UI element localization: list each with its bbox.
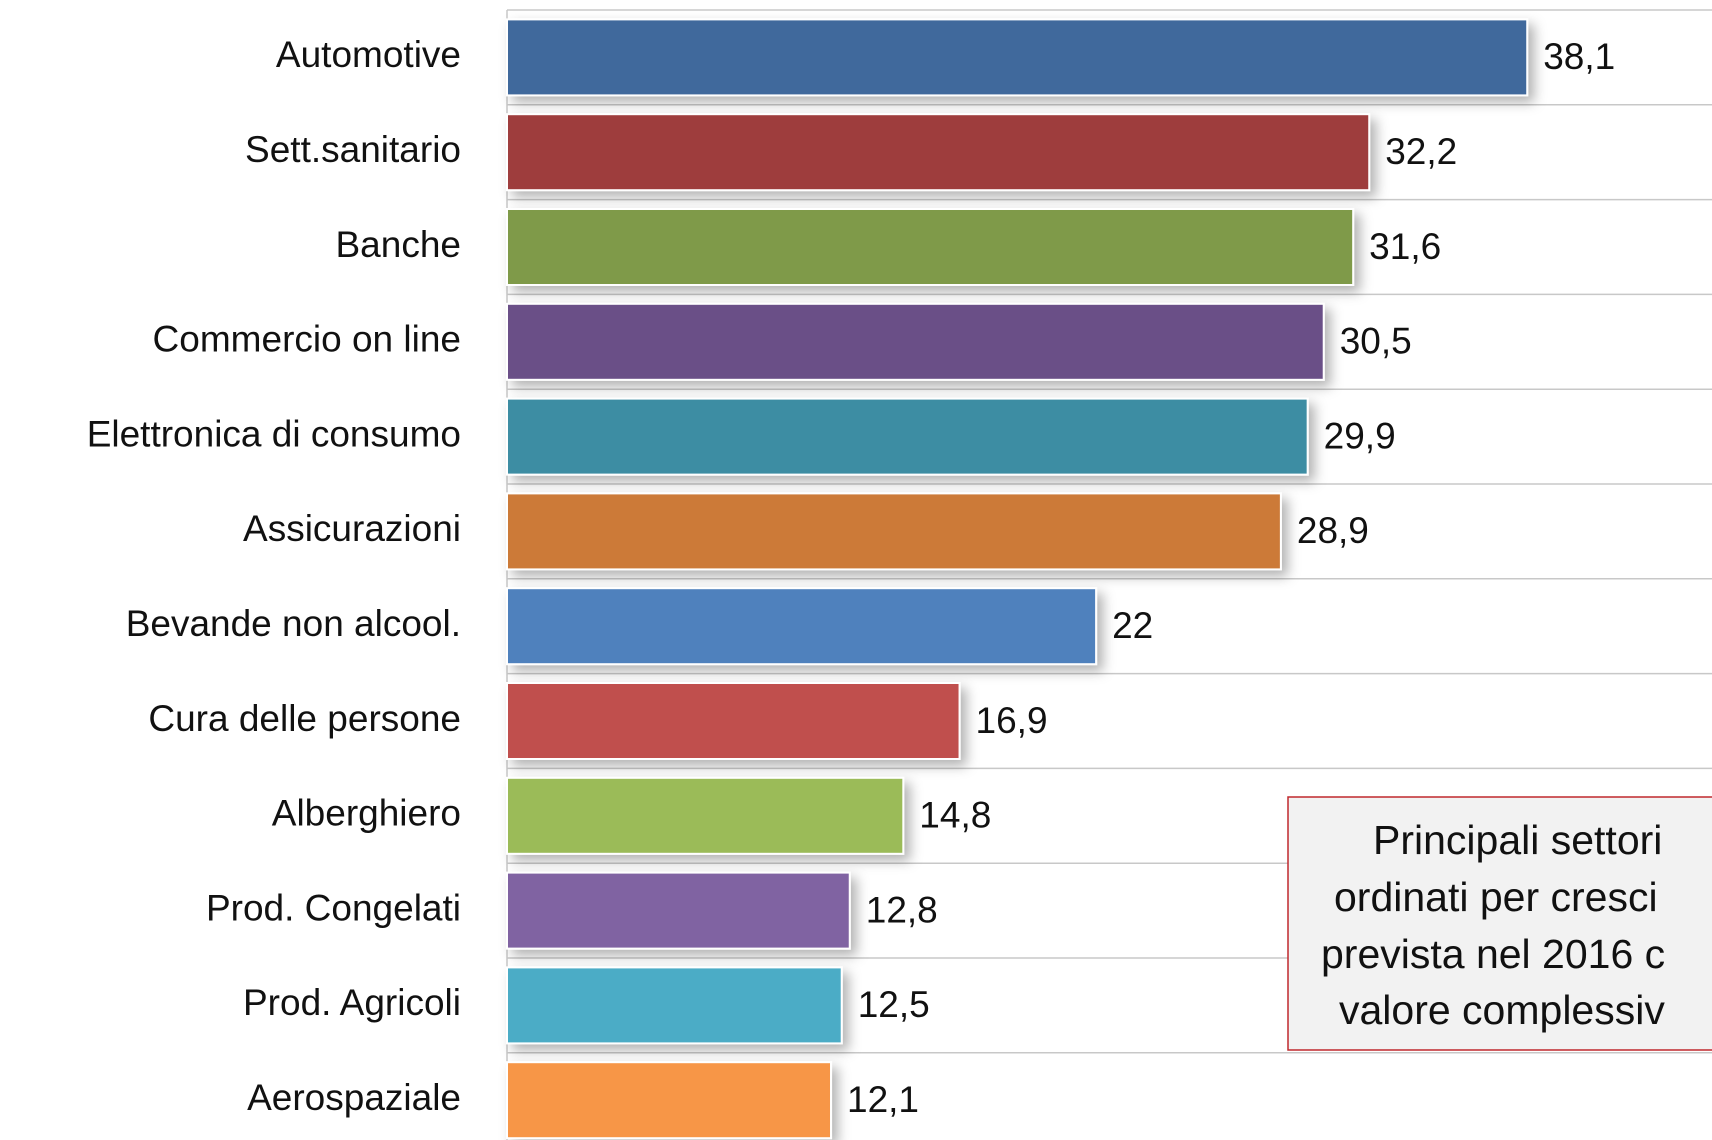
bar (506, 682, 961, 760)
category-label: Elettronica di consumo (87, 413, 461, 454)
category-label: Banche (336, 224, 462, 265)
category-label: Sett.sanitario (245, 129, 461, 170)
value-label: 29,9 (1324, 415, 1396, 456)
value-label: 31,6 (1369, 226, 1441, 267)
bar (506, 397, 1309, 476)
value-label: 12,8 (866, 889, 938, 930)
bar (506, 1061, 833, 1140)
annotation-text: prevista nel 2016 c (1321, 931, 1665, 977)
value-label: 38,1 (1543, 36, 1615, 77)
value-label: 12,5 (858, 984, 930, 1025)
category-label: Assicurazioni (243, 508, 461, 549)
bar (506, 492, 1282, 571)
category-label: Prod. Congelati (206, 887, 461, 928)
bar (506, 966, 843, 1045)
category-label: Automotive (276, 34, 461, 75)
annotation-text: ordinati per cresci (1334, 874, 1658, 920)
category-label: Commercio on line (153, 319, 461, 360)
bar (506, 208, 1355, 286)
bar (506, 587, 1098, 666)
value-label: 16,9 (976, 700, 1048, 741)
bar (506, 776, 905, 855)
category-label: Aerospaziale (247, 1077, 461, 1118)
bar (506, 113, 1371, 192)
category-label: Bevande non alcool. (126, 603, 461, 644)
annotation-text: valore complessiv (1339, 987, 1665, 1033)
bar (506, 302, 1325, 381)
value-label: 22 (1112, 605, 1153, 646)
value-label: 28,9 (1297, 510, 1369, 551)
value-label: 14,8 (919, 795, 991, 836)
value-label: 32,2 (1385, 131, 1457, 172)
bar (506, 871, 851, 950)
value-label: 12,1 (847, 1079, 919, 1120)
annotation-text: Principali settori (1373, 817, 1662, 863)
value-label: 30,5 (1340, 321, 1412, 362)
category-label: Cura delle persone (148, 698, 461, 739)
annotation-box (1287, 796, 1712, 1051)
category-label: Prod. Agricoli (243, 982, 461, 1023)
bar (506, 18, 1529, 97)
category-label: Alberghiero (272, 793, 461, 834)
